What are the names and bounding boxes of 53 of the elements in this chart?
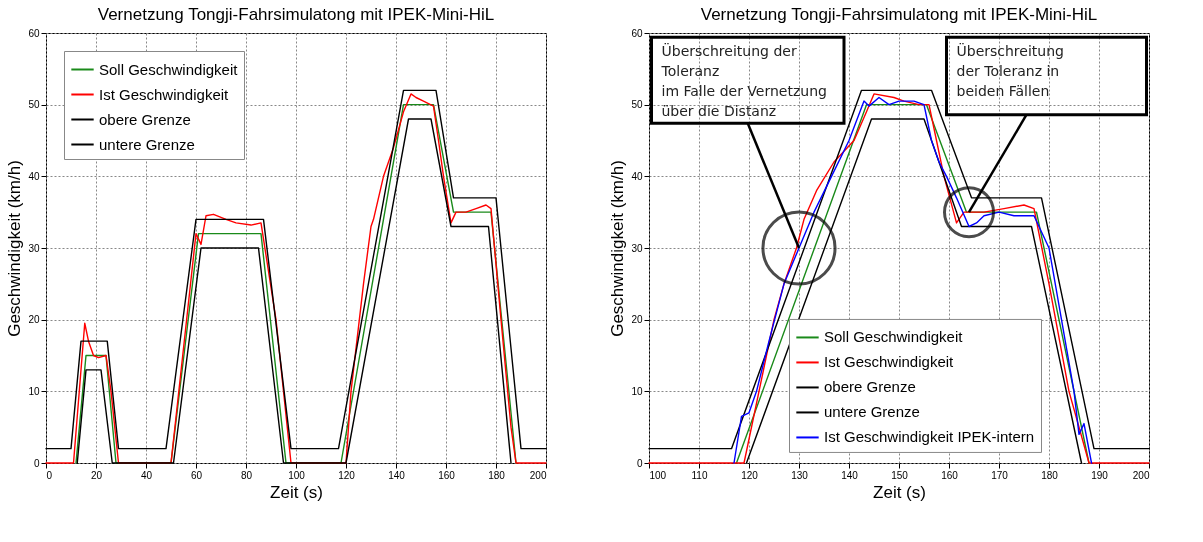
x-tick-label: 160 [941, 469, 959, 481]
legend-label: Soll Geschwindigkeit [824, 328, 964, 346]
y-tick-label: 50 [631, 99, 643, 111]
y-tick-label: 40 [28, 170, 40, 182]
x-tick-label: 60 [190, 469, 203, 481]
x-tick-label: 140 [388, 469, 406, 481]
x-tick-label: 120 [741, 469, 759, 481]
x-tick-label: 120 [338, 469, 356, 481]
x-tick-label: 160 [438, 469, 456, 481]
x-tick-label: 140 [841, 469, 859, 481]
x-tick-label: 170 [991, 469, 1009, 481]
x-tick-label: 110 [691, 469, 708, 481]
legend-label: Ist Geschwindigkeit [99, 85, 230, 103]
legend-label: Ist Geschwindigkeit IPEK-intern [824, 428, 1035, 446]
chart-title: Vernetzung Tongji-Fahrsimulatong mit IPEK-Mini-HiL [700, 5, 1098, 24]
x-tick-label: 100 [288, 469, 306, 481]
y-tick-label: 0 [636, 457, 643, 469]
y-tick-label: 10 [28, 385, 40, 397]
legend-label: Soll Geschwindigkeit [99, 60, 239, 78]
y-tick-label: 60 [631, 27, 643, 39]
y-tick-label: 40 [631, 170, 643, 182]
annotation: Überschreitung der Toleranz in beiden Fällen [956, 42, 1064, 100]
x-tick-label: 180 [488, 469, 506, 481]
x-tick-label: 80 [240, 469, 253, 481]
legend-label: untere Grenze [99, 135, 195, 153]
legend-label: untere Grenze [824, 403, 920, 421]
x-axis-title: Zeit (s) [270, 482, 323, 502]
y-tick-label: 50 [28, 99, 40, 111]
y-tick-label: 30 [28, 242, 40, 254]
x-tick-label: 200 [529, 469, 547, 481]
x-tick-label: 190 [1091, 469, 1109, 481]
y-axis-title: Geschwindigkeit (km/h) [5, 160, 25, 337]
annotation: Überschreitung der Toleranz im Falle der Vernetzung über die Distanz [660, 42, 827, 120]
x-tick-label: 20 [90, 469, 103, 481]
legend-label: obere Grenze [99, 110, 191, 128]
y-tick-label: 60 [28, 27, 40, 39]
y-axis-title: Geschwindigkeit (km/h) [608, 160, 628, 337]
x-tick-label: 0 [46, 469, 53, 481]
y-tick-label: 30 [631, 242, 643, 254]
x-axis-title: Zeit (s) [873, 482, 926, 502]
y-tick-label: 20 [28, 314, 40, 326]
x-tick-label: 40 [140, 469, 153, 481]
x-tick-label: 130 [791, 469, 809, 481]
chart-title: Vernetzung Tongji-Fahrsimulatong mit IPEK-Mini-HiL [97, 5, 495, 24]
x-tick-label: 180 [1041, 469, 1059, 481]
legend-label: Ist Geschwindigkeit [824, 353, 955, 371]
y-tick-label: 0 [33, 457, 40, 469]
y-tick-label: 20 [631, 314, 643, 326]
legend-label: obere Grenze [824, 378, 916, 396]
x-tick-label: 150 [891, 469, 909, 481]
x-tick-label: 200 [1132, 469, 1150, 481]
y-tick-label: 10 [631, 385, 643, 397]
x-tick-label: 100 [649, 469, 667, 481]
